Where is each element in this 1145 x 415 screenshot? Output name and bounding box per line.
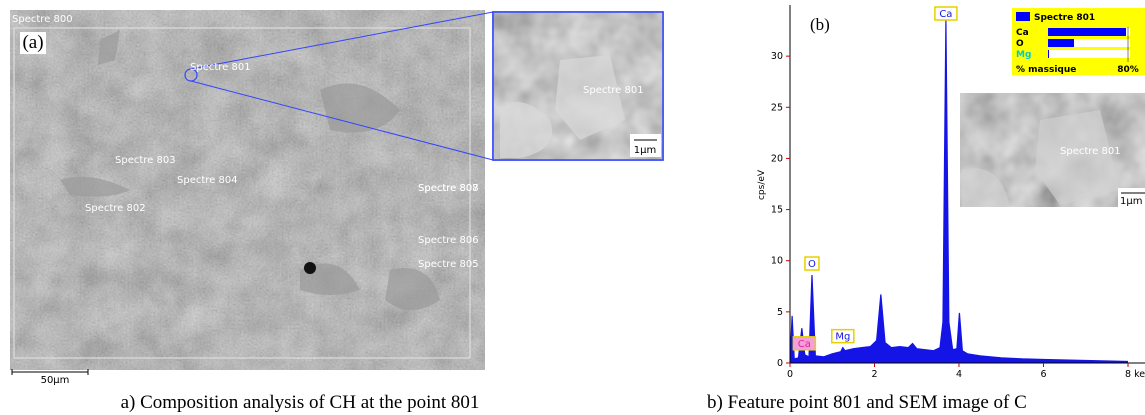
legend-title: Spectre 801 <box>1034 13 1095 23</box>
spectrum-line <box>789 20 1129 364</box>
panel-label: (b) <box>810 15 830 34</box>
frame <box>13 27 471 359</box>
point-label: Spectre 802 <box>85 203 146 214</box>
point-label: Spectre 808 <box>418 183 479 194</box>
panel-label: (a) <box>22 32 43 53</box>
grain <box>60 30 440 310</box>
legend-bar-track <box>1048 50 1130 58</box>
inset-label: Spectre 801 <box>1060 146 1121 157</box>
panel-b: (b) cps/eV Spectre 801 1µm b) Feature po… <box>707 5 1145 413</box>
legend-element: Mg <box>1016 50 1031 60</box>
x-tick-label: 8 ke <box>1125 369 1145 380</box>
point-label: Spectre 803 <box>115 155 176 166</box>
peak-label-box <box>804 256 820 271</box>
point-label: Spectre 805 <box>418 259 479 270</box>
y-tick-label: 30 <box>771 51 783 62</box>
x-tick-label: 6 <box>1041 369 1047 380</box>
x-tick-label: 2 <box>872 369 878 380</box>
corner-label: Spectre 800 <box>12 14 73 25</box>
legend-swatch <box>1016 12 1030 21</box>
x-tick-label: 4 <box>956 369 962 380</box>
zoom-line <box>190 80 494 161</box>
crystal <box>962 110 1120 207</box>
peak-label-box <box>934 6 958 21</box>
zoom-frame <box>492 11 664 161</box>
inset-label: Spectre 801 <box>583 85 644 96</box>
peak-label: O <box>808 259 816 270</box>
inset-scale: 1µm <box>1120 196 1142 207</box>
y-tick-label: 25 <box>771 102 783 113</box>
y-tick-label: 5 <box>777 307 783 318</box>
pore <box>304 262 316 274</box>
peak-label: Mg <box>835 332 850 343</box>
y-tick-label: 10 <box>771 256 783 267</box>
zoom-line <box>190 11 494 70</box>
y-label: cps/eV <box>757 169 767 200</box>
inset-scale: 1µm <box>634 145 656 156</box>
label-box <box>20 32 46 54</box>
scale-label: 50µm <box>41 375 70 386</box>
legend-element: O <box>1016 39 1024 49</box>
point-label: Spectre 806 <box>418 235 479 246</box>
peak-label: Ca <box>798 339 811 350</box>
crystal <box>500 55 625 158</box>
legend-bar-track <box>1048 39 1130 47</box>
peak-label: Ca <box>939 9 952 20</box>
legend-bar <box>1048 28 1126 36</box>
point-label: Spectre 801 <box>190 62 251 73</box>
legend-bar <box>1048 39 1074 47</box>
peak-label-box <box>792 336 817 351</box>
y-tick-label: 0 <box>777 358 783 369</box>
point-label: Spectre 807 <box>418 183 479 194</box>
peak-label-box <box>831 328 855 344</box>
legend-element: Ca <box>1016 28 1029 38</box>
caption: b) Feature point 801 and SEM image of C <box>707 392 1027 413</box>
y-tick-label: 20 <box>771 153 783 164</box>
point-label: Spectre 804 <box>177 175 238 186</box>
legend-tick-label: 80% <box>1117 65 1139 75</box>
x-tick-label: 0 <box>787 369 793 380</box>
y-tick-label: 15 <box>771 205 783 216</box>
legend-bar <box>1048 50 1049 58</box>
legend-axis-label: % massique <box>1016 65 1076 75</box>
caption: a) Composition analysis of CH at the poi… <box>121 392 480 413</box>
